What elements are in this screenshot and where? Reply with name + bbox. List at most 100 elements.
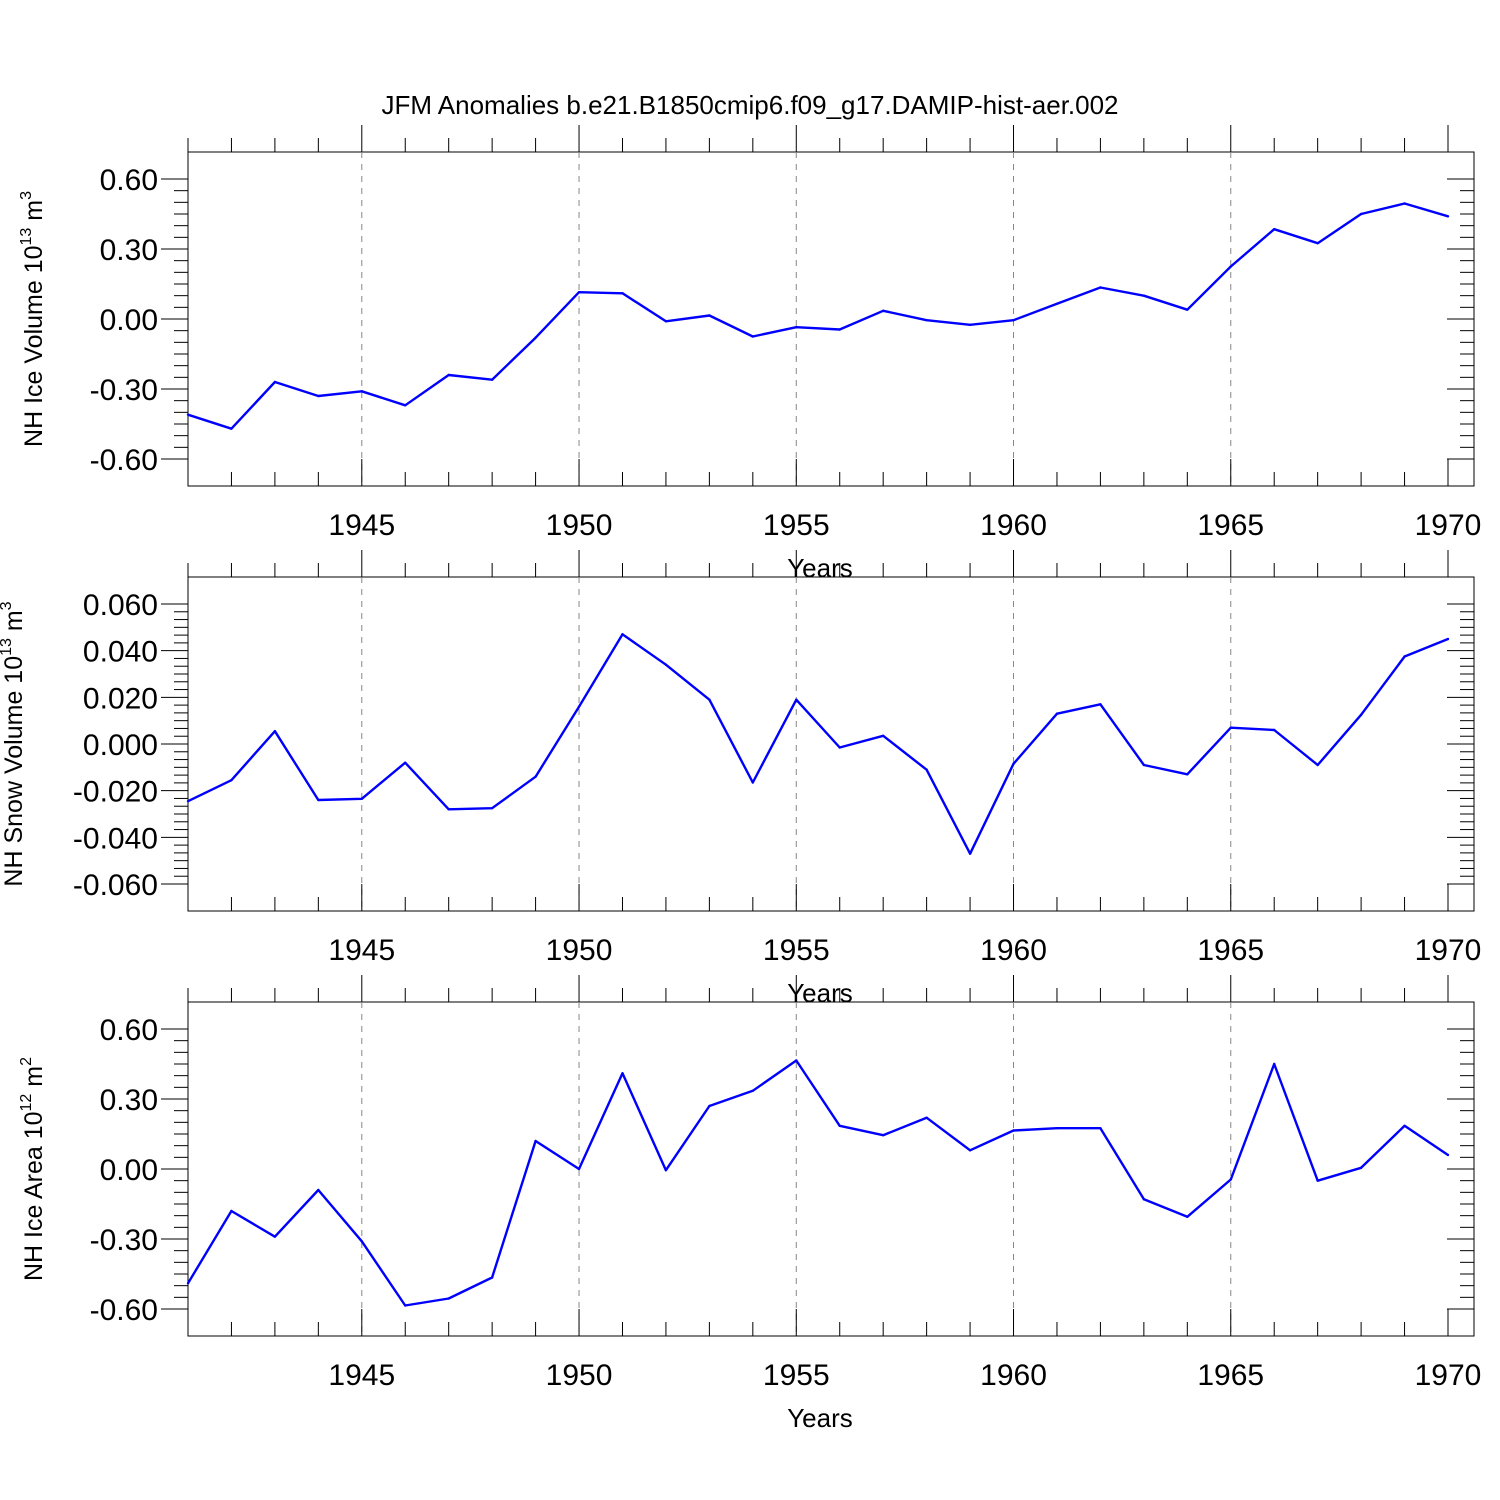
- x-axis-label: Years: [787, 553, 853, 583]
- x-tick-label: 1970: [1415, 509, 1482, 542]
- y-tick-label: 0.000: [83, 729, 158, 762]
- data-point: [1055, 1126, 1059, 1130]
- data-point: [534, 775, 537, 778]
- y-axis-label: NH Ice Area 1012 m2: [18, 1057, 48, 1281]
- data-point: [838, 328, 841, 331]
- data-point: [230, 427, 233, 430]
- data-point: [751, 335, 755, 338]
- data-point: [490, 806, 494, 810]
- data-point: [447, 1297, 450, 1300]
- data-point: [1273, 227, 1276, 231]
- y-tick-label: 0.00: [100, 304, 158, 337]
- data-point: [1186, 1215, 1189, 1219]
- data-point: [186, 1282, 190, 1285]
- data-point: [1142, 763, 1146, 767]
- y-tick-label: 0.020: [83, 682, 158, 715]
- data-point: [1229, 1178, 1232, 1181]
- y-tick-label: 0.040: [83, 636, 158, 669]
- data-point: [1403, 1124, 1406, 1128]
- x-tick-label: 1955: [763, 509, 830, 542]
- data-point: [404, 1304, 407, 1307]
- data-point: [490, 1276, 494, 1279]
- y-tick-label: -0.30: [90, 374, 158, 407]
- data-point: [708, 698, 711, 701]
- data-point: [577, 1167, 581, 1171]
- data-point: [360, 1240, 363, 1243]
- data-point: [664, 663, 668, 666]
- x-tick-label: 1965: [1197, 509, 1264, 542]
- panel-2: -0.060 -0.040 -0.020 0.000 0.020 0.040 0.060 19…: [0, 550, 1481, 1008]
- chart-title: JFM Anomalies b.e21.B1850cmip6.f09_g17.D…: [381, 90, 1118, 120]
- data-point: [1446, 1153, 1450, 1157]
- y-axis-label: NH Snow Volume 1013 m3: [0, 601, 28, 886]
- data-point: [1273, 1062, 1276, 1066]
- data-point: [577, 290, 581, 294]
- data-point: [1012, 318, 1015, 322]
- data-point: [1055, 712, 1059, 715]
- data-point: [186, 799, 190, 803]
- x-tick-label: 1950: [546, 509, 613, 542]
- data-point: [1099, 1126, 1102, 1130]
- data-point: [317, 1188, 320, 1192]
- y-tick-label: 0.30: [100, 234, 158, 267]
- data-point: [925, 768, 928, 771]
- series-line: [186, 1059, 1449, 1307]
- data-point: [925, 1116, 928, 1119]
- data-point: [360, 390, 363, 393]
- x-tick-label: 1965: [1197, 934, 1264, 967]
- data-point: [317, 394, 320, 398]
- panel-3: -0.60 -0.30 0.00 0.30 0.60 1945 1950 1955 1960 19…: [18, 975, 1481, 1433]
- data-point: [751, 1089, 755, 1093]
- y-tick-label: -0.30: [90, 1224, 158, 1257]
- x-tick-label: 1945: [328, 934, 395, 967]
- y-tick-label: -0.020: [73, 776, 158, 809]
- data-point: [621, 1072, 624, 1075]
- data-point: [1186, 773, 1189, 776]
- data-point: [1359, 212, 1363, 216]
- data-point: [1273, 728, 1276, 732]
- data-point: [273, 380, 277, 384]
- data-point: [621, 633, 624, 636]
- x-tick-label: 1970: [1415, 934, 1482, 967]
- data-point: [838, 1124, 841, 1128]
- data-point: [881, 1133, 885, 1137]
- data-point: [881, 734, 885, 738]
- y-tick-label: 0.60: [100, 1014, 158, 1047]
- data-point: [968, 852, 972, 855]
- data-point: [1012, 762, 1015, 766]
- data-point: [1316, 1179, 1319, 1182]
- x-tick-label: 1965: [1197, 1359, 1264, 1392]
- data-point: [1446, 637, 1450, 641]
- data-point: [1316, 241, 1319, 245]
- data-point: [795, 1059, 798, 1062]
- data-point: [838, 746, 841, 749]
- data-point: [708, 314, 711, 317]
- series-line: [187, 633, 1449, 855]
- x-tick-label: 1950: [546, 934, 613, 967]
- data-point: [1186, 308, 1189, 311]
- data-point: [490, 378, 494, 381]
- data-point: [1012, 1129, 1015, 1132]
- data-point: [751, 781, 755, 784]
- data-point: [1359, 1166, 1363, 1170]
- x-tick-label: 1960: [980, 1359, 1047, 1392]
- series-line: [187, 202, 1449, 430]
- x-tick-label: 1955: [763, 1359, 830, 1392]
- data-point: [534, 1139, 537, 1143]
- plot-frame: [187, 1001, 1475, 1337]
- data-point: [925, 318, 928, 322]
- data-point: [186, 413, 190, 416]
- data-point: [273, 729, 277, 733]
- data-point: [1142, 1198, 1146, 1201]
- data-point: [404, 761, 407, 764]
- y-tick-label: 0.060: [83, 589, 158, 622]
- data-point: [230, 778, 233, 782]
- data-point: [1099, 286, 1102, 289]
- data-point: [534, 336, 537, 339]
- data-point: [621, 292, 624, 295]
- data-point: [1229, 726, 1232, 729]
- y-tick-label: 0.00: [100, 1154, 158, 1187]
- data-point: [1403, 655, 1406, 658]
- data-point: [360, 797, 363, 801]
